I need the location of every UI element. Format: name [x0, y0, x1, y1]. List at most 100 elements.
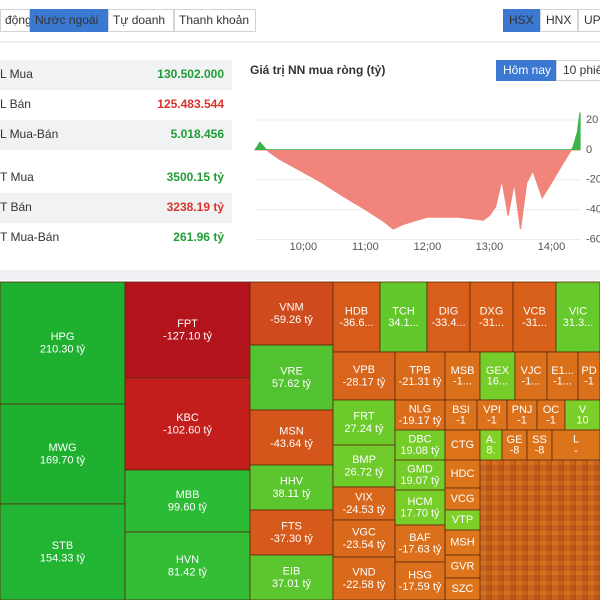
x-tick-label: 12:00: [414, 241, 442, 253]
tile[interactable]: [551, 429, 600, 461]
tab-label[interactable]: Thanh khoản: [179, 13, 249, 27]
stat-value: 130.502.000: [157, 67, 224, 81]
tile-value: -31...: [522, 317, 547, 329]
tile-name: FPT: [177, 318, 198, 330]
range-button[interactable]: [496, 60, 556, 81]
tile[interactable]: [394, 561, 446, 600]
tile-name: V: [579, 404, 587, 416]
tile[interactable]: [536, 399, 566, 431]
tile-name: GVR: [451, 560, 475, 572]
tile-value: 37.01 tỷ: [272, 578, 312, 590]
tile[interactable]: [124, 377, 251, 471]
tile[interactable]: [394, 459, 446, 491]
tile-value: 81.42 tỷ: [168, 567, 208, 579]
tile-name: GE: [507, 434, 523, 446]
exchange-button[interactable]: [503, 9, 540, 32]
tile-name: OC: [543, 404, 560, 416]
tile[interactable]: [476, 399, 508, 431]
tile[interactable]: [249, 344, 334, 411]
tile-name: MBB: [176, 489, 200, 501]
range-button[interactable]: [556, 60, 600, 81]
exchange-button[interactable]: [578, 9, 600, 32]
tile[interactable]: [124, 281, 251, 379]
tile-value: -43.64 tỷ: [270, 438, 313, 450]
tile[interactable]: [394, 399, 446, 431]
tile-name: DXG: [480, 305, 504, 317]
tile-name: L: [573, 433, 579, 445]
tile[interactable]: [379, 281, 428, 353]
tile-value: -28.17 tỷ: [343, 377, 386, 389]
tile[interactable]: [394, 489, 446, 526]
exchange-label[interactable]: HSX: [509, 13, 534, 27]
tile[interactable]: [0, 281, 126, 405]
tile[interactable]: [249, 281, 334, 346]
tab[interactable]: [0, 9, 30, 32]
tile[interactable]: [479, 351, 516, 401]
tile[interactable]: [394, 429, 446, 461]
exchange-button[interactable]: [540, 9, 578, 32]
tile-value: 17.70 tỷ: [400, 507, 440, 519]
stat-row: [0, 60, 232, 90]
tile[interactable]: [394, 351, 446, 401]
tile[interactable]: [469, 281, 514, 353]
tile-value: -17.63 tỷ: [399, 543, 442, 555]
tile-value: 16...: [487, 375, 508, 387]
exchange-label[interactable]: UP: [584, 13, 600, 27]
tile-name: NLG: [409, 403, 432, 415]
tab-label[interactable]: động: [5, 13, 32, 27]
tile-name: HHV: [280, 475, 304, 487]
chart-title: Giá trị NN mua ròng (tỷ): [250, 63, 385, 77]
tile[interactable]: [332, 556, 396, 600]
tile[interactable]: [0, 503, 126, 600]
tile-name: BAF: [409, 532, 431, 544]
tile[interactable]: [249, 509, 334, 556]
stat-value: 261.96 tỷ: [173, 230, 224, 244]
tile[interactable]: [332, 281, 381, 353]
tile[interactable]: [512, 281, 557, 353]
tile-name: FTS: [281, 520, 302, 532]
tab-label[interactable]: Tự doanh: [113, 13, 165, 27]
tile-value: -1: [584, 375, 594, 387]
tile-value: 26.72 tỷ: [344, 467, 384, 479]
x-tick-label: 14:00: [538, 241, 566, 253]
small-tiles: [480, 460, 600, 600]
tab[interactable]: [30, 9, 108, 32]
tile[interactable]: [426, 281, 471, 353]
range-label[interactable]: Hôm nay: [503, 63, 551, 77]
tile-value: -1...: [453, 375, 472, 387]
tile[interactable]: [444, 351, 481, 401]
tile-name: BSI: [452, 404, 470, 416]
tile-name: FRT: [353, 410, 374, 422]
tile[interactable]: [332, 444, 396, 488]
tile-name: VNM: [279, 301, 303, 313]
tile[interactable]: [0, 403, 126, 505]
tile[interactable]: [332, 486, 396, 521]
tile[interactable]: [249, 554, 334, 600]
tile-value: 57.62 tỷ: [272, 378, 312, 390]
tile-name: HDB: [345, 305, 368, 317]
exchange-label[interactable]: HNX: [546, 13, 571, 27]
tile[interactable]: [444, 399, 478, 431]
tile-name: VTP: [452, 514, 473, 526]
tile-name: VIX: [355, 491, 373, 503]
tile-name: GEX: [486, 365, 510, 377]
tile-name: VCB: [523, 305, 546, 317]
tile-name: MSH: [450, 536, 475, 548]
tab[interactable]: [108, 9, 174, 32]
y-tick-label: -60: [586, 233, 600, 245]
tile[interactable]: [546, 351, 579, 401]
y-tick-label: 20: [586, 114, 598, 126]
tab[interactable]: [174, 9, 256, 32]
tab-label[interactable]: Nước ngoài: [35, 13, 98, 27]
tile-value: -1: [487, 414, 497, 426]
tile[interactable]: [506, 399, 538, 431]
tile[interactable]: [394, 524, 446, 563]
tile-value: -1...: [553, 375, 572, 387]
stat-label: L Bán: [0, 97, 31, 111]
stat-label: T Mua-Bán: [0, 230, 59, 244]
tile[interactable]: [564, 399, 600, 431]
range-label[interactable]: 10 phiê: [563, 63, 600, 77]
tile[interactable]: [501, 429, 528, 461]
